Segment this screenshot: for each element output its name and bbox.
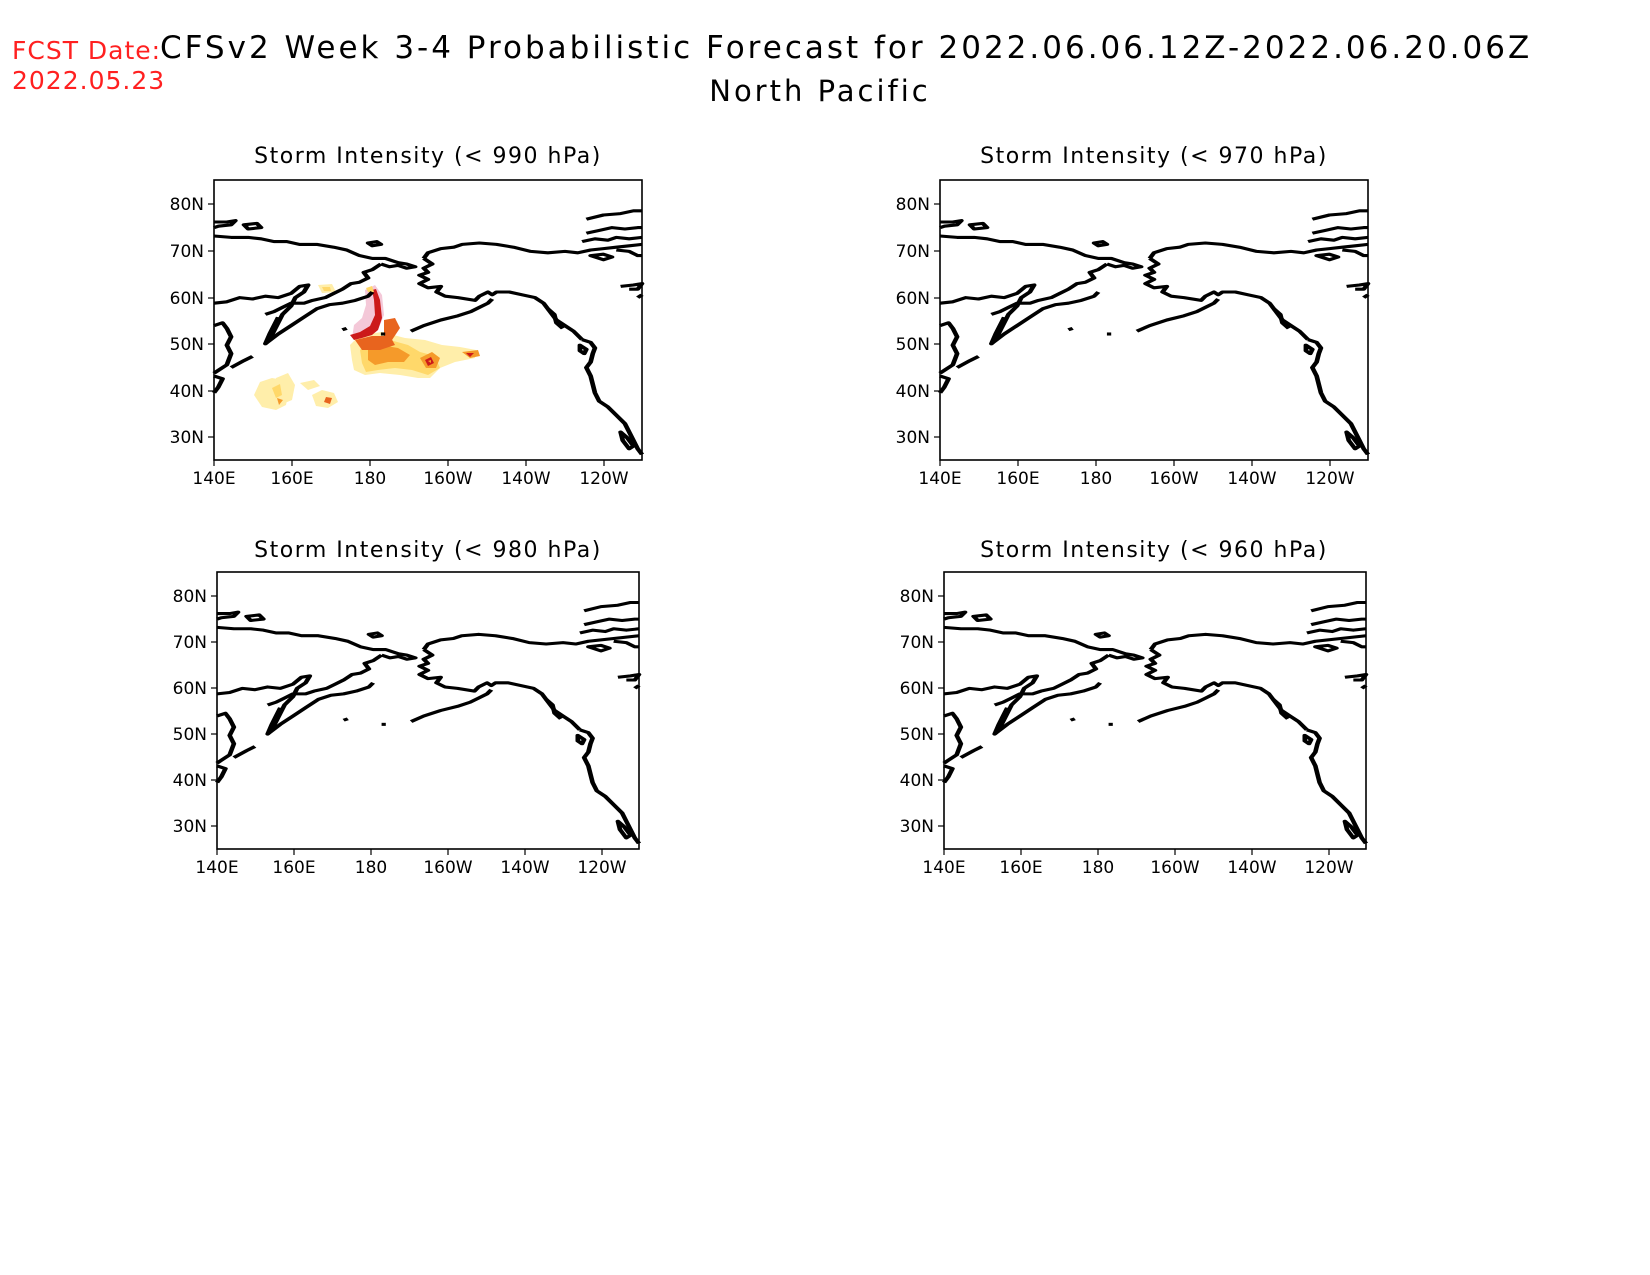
axis-ticks <box>934 203 1331 466</box>
x-tick-label: 180 <box>354 469 386 489</box>
x-tick-label: 180 <box>1080 469 1112 489</box>
x-tick-label: 140W <box>1227 469 1276 489</box>
x-tick-label: 160W <box>423 469 472 489</box>
x-tick-label: 140E <box>192 469 235 489</box>
coastline <box>217 602 639 843</box>
y-tick-label: 30N <box>173 817 207 837</box>
fcst-date-caption: FCST Date: <box>12 36 162 65</box>
panel-title: Storm Intensity (< 970 hPa) <box>980 144 1328 169</box>
x-tick-label: 140W <box>1227 858 1276 878</box>
y-tick-label: 40N <box>173 771 207 791</box>
y-tick-label: 70N <box>896 242 930 262</box>
main-title: CFSv2 Week 3-4 Probabilistic Forecast fo… <box>160 30 1533 66</box>
y-tick-label: 50N <box>173 725 207 745</box>
y-tick-label: 70N <box>900 633 934 653</box>
axis-ticks <box>211 595 603 855</box>
map-frame <box>216 571 640 850</box>
map-frame <box>939 179 1369 461</box>
map-frame <box>213 179 643 461</box>
panel-980: Storm Intensity (< 980 hPa) 80N 70N 60N … <box>173 538 639 878</box>
y-tick-label: 40N <box>896 382 930 402</box>
x-tick-label: 160E <box>270 469 313 489</box>
panel-title: Storm Intensity (< 990 hPa) <box>254 144 602 169</box>
y-tick-label: 40N <box>170 382 204 402</box>
panel-960: Storm Intensity (< 960 hPa) 80N 70N 60N … <box>900 538 1366 878</box>
y-tick-label: 60N <box>170 289 204 309</box>
x-tick-label: 180 <box>1082 858 1114 878</box>
region-subtitle: North Pacific <box>709 74 931 108</box>
panel-title: Storm Intensity (< 960 hPa) <box>980 538 1328 563</box>
x-tick-label: 160E <box>999 858 1042 878</box>
y-tick-label: 40N <box>900 771 934 791</box>
x-tick-label: 140E <box>918 469 961 489</box>
fcst-date-value: 2022.05.23 <box>12 66 166 95</box>
coastline <box>944 602 1366 843</box>
x-tick-label: 160E <box>996 469 1039 489</box>
coastline <box>940 211 1368 455</box>
y-tick-label: 80N <box>896 195 930 215</box>
x-tick-label: 120W <box>577 858 626 878</box>
panel-970: Storm Intensity (< 970 hPa) 80N 70N 60N … <box>896 144 1368 489</box>
y-tick-label: 50N <box>896 335 930 355</box>
x-tick-label: 120W <box>579 469 628 489</box>
x-tick-label: 140E <box>922 858 965 878</box>
axis-ticks <box>208 203 605 466</box>
y-tick-label: 80N <box>900 587 934 607</box>
x-tick-label: 140W <box>501 469 550 489</box>
y-tick-label: 60N <box>900 679 934 699</box>
y-tick-label: 70N <box>173 633 207 653</box>
y-tick-label: 30N <box>170 428 204 448</box>
panel-990: Storm Intensity (< 990 hPa) <box>170 144 642 489</box>
x-tick-label: 160W <box>1150 858 1199 878</box>
y-tick-label: 60N <box>173 679 207 699</box>
y-tick-label: 30N <box>896 428 930 448</box>
x-tick-label: 120W <box>1305 469 1354 489</box>
x-tick-label: 160E <box>272 858 315 878</box>
panel-title: Storm Intensity (< 980 hPa) <box>254 538 602 563</box>
y-tick-label: 50N <box>170 335 204 355</box>
y-tick-label: 30N <box>900 817 934 837</box>
x-tick-label: 160W <box>423 858 472 878</box>
axis-ticks <box>938 595 1330 855</box>
x-tick-label: 140E <box>195 858 238 878</box>
coastline <box>214 211 642 455</box>
y-tick-label: 70N <box>170 242 204 262</box>
x-tick-label: 120W <box>1304 858 1353 878</box>
x-tick-label: 160W <box>1149 469 1198 489</box>
map-frame <box>943 571 1367 850</box>
x-tick-label: 180 <box>355 858 387 878</box>
y-tick-label: 80N <box>173 587 207 607</box>
x-tick-label: 140W <box>500 858 549 878</box>
y-tick-label: 80N <box>170 195 204 215</box>
y-tick-label: 50N <box>900 725 934 745</box>
fcst-date-label: FCST Date: 2022.05.23 <box>12 36 165 96</box>
probability-shading <box>254 284 480 410</box>
y-tick-label: 60N <box>896 289 930 309</box>
